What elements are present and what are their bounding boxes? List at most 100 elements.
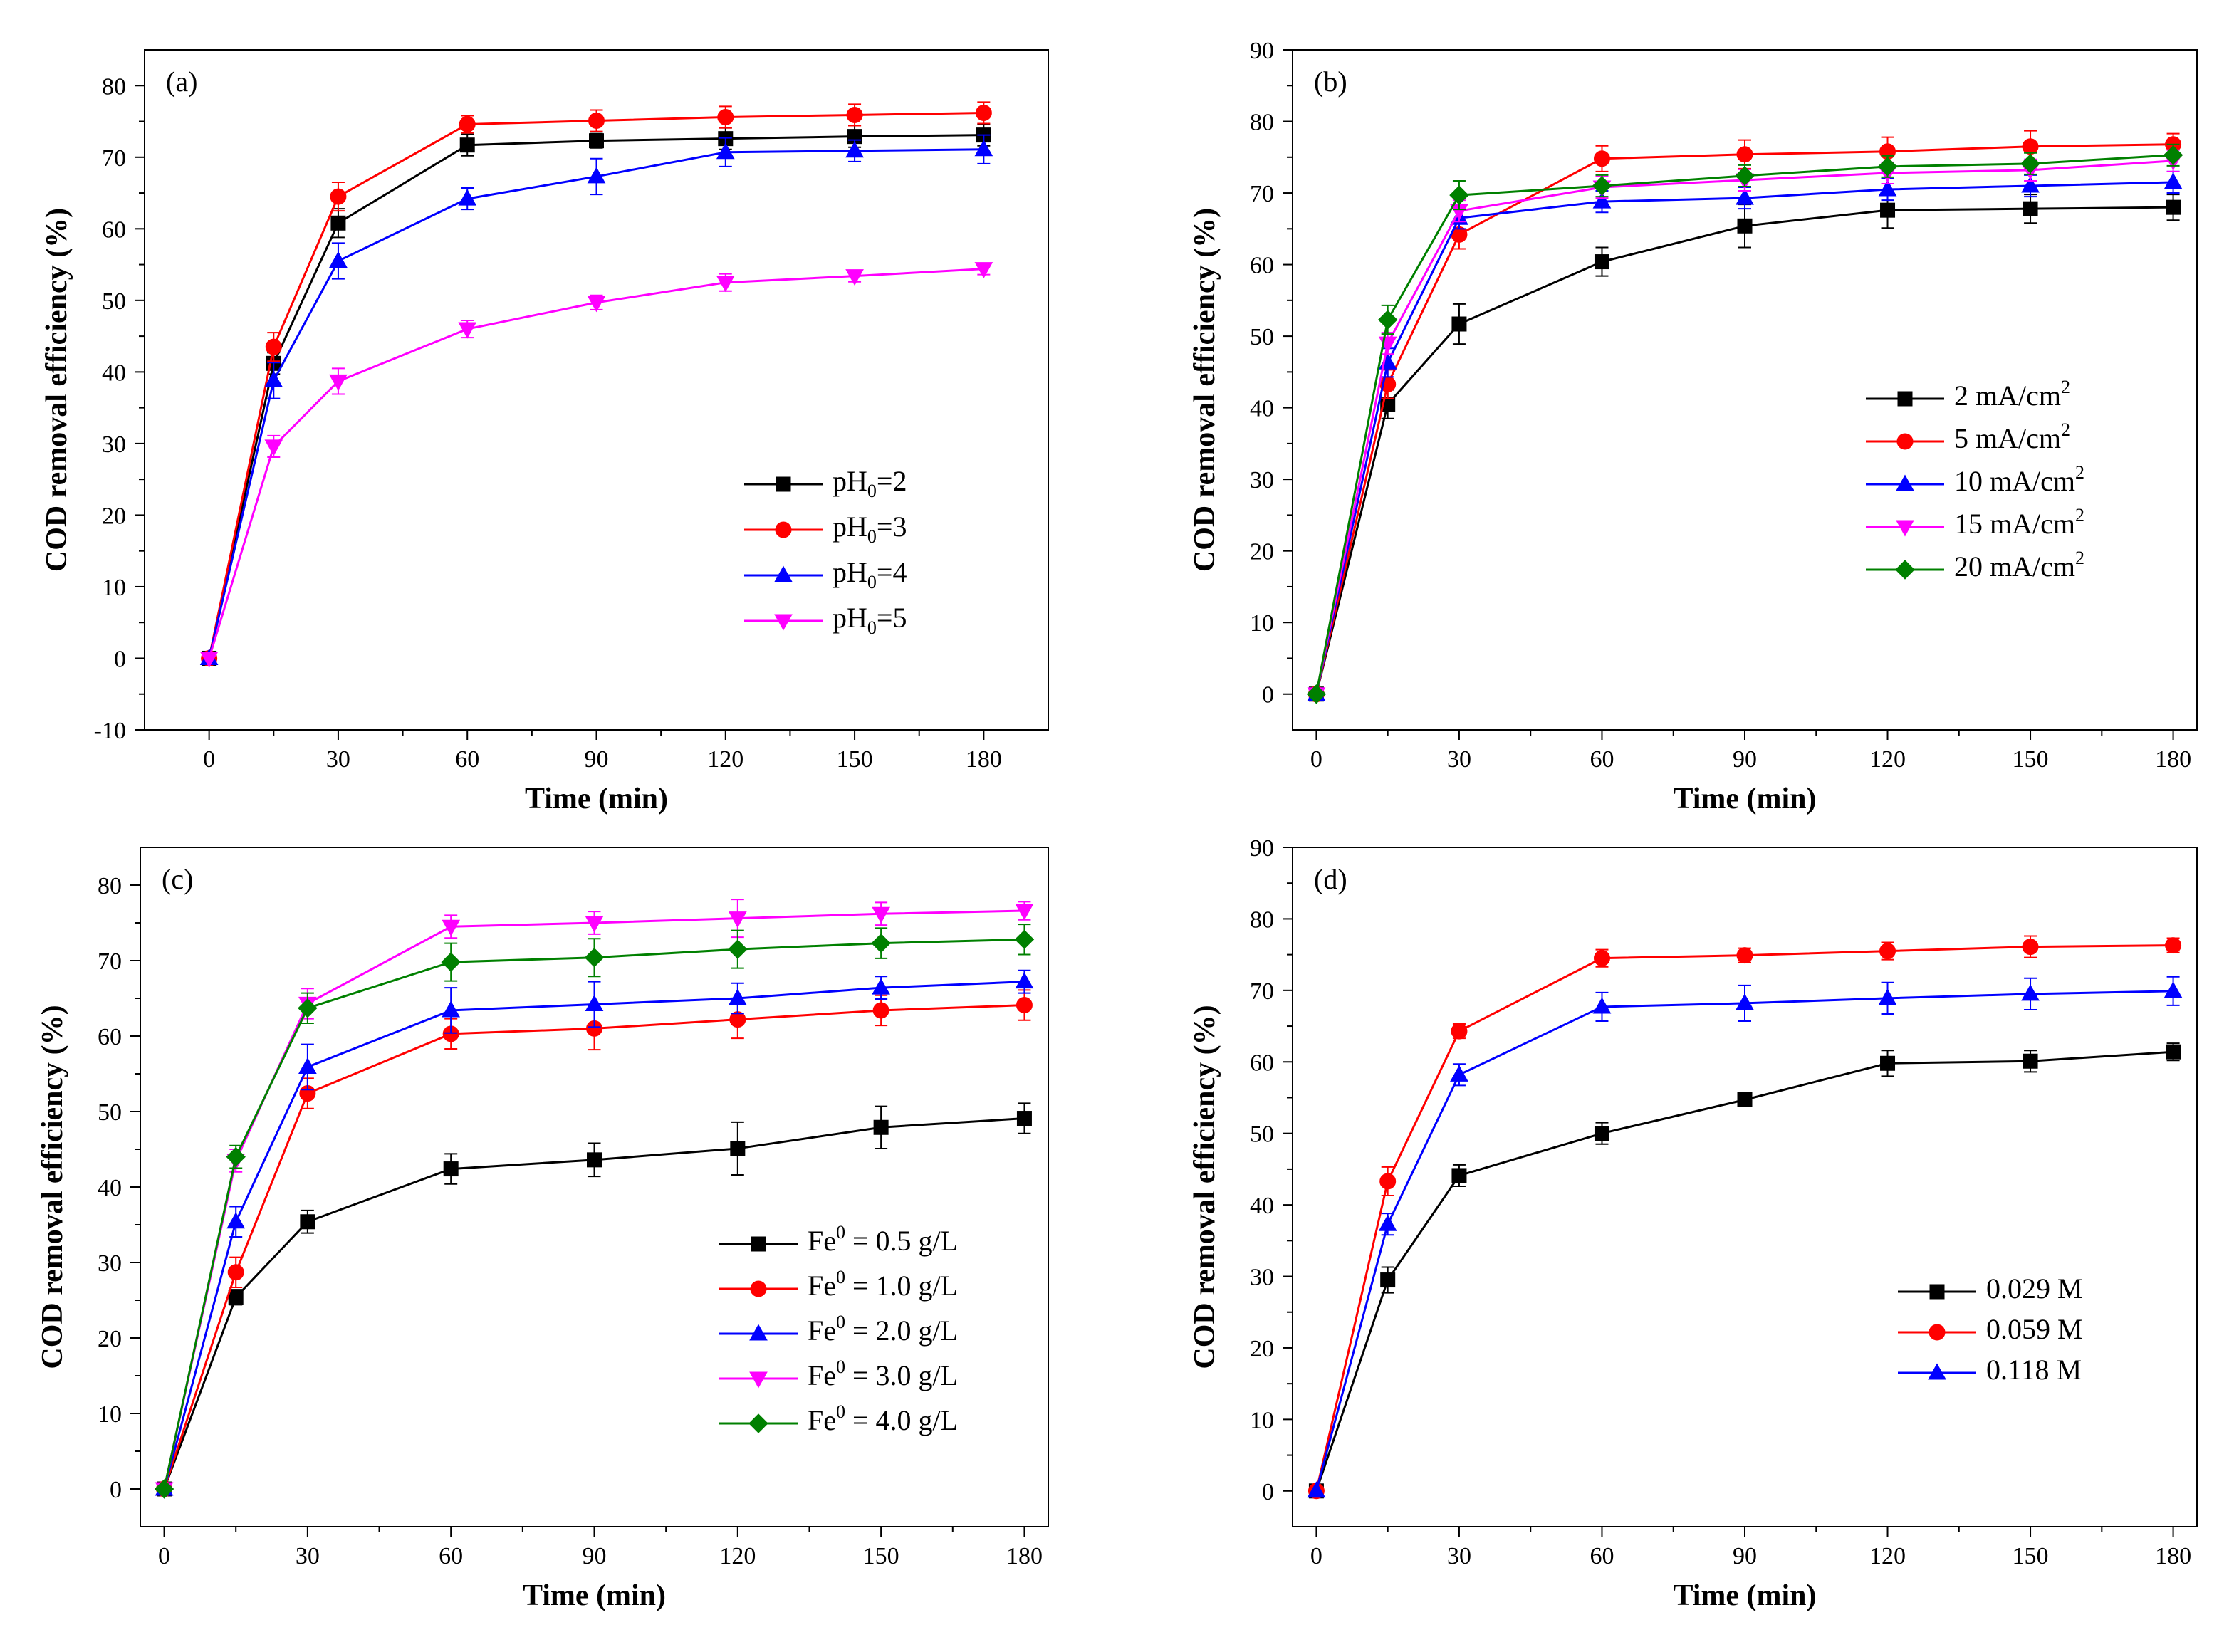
series-fe0-4-0-g-l [154, 924, 1035, 1499]
x-tick-label: 180 [1006, 1543, 1043, 1569]
plot-frame [144, 49, 1049, 731]
data-point [873, 1119, 889, 1135]
series-line [208, 148, 984, 659]
data-point [585, 994, 604, 1011]
data-point [458, 189, 477, 206]
series-line [163, 1117, 1025, 1490]
panel-label: (b) [1314, 66, 1347, 98]
legend-marker [1897, 391, 1913, 407]
y-tick-label: 70 [102, 145, 126, 172]
series-0-029-m [1308, 1042, 2181, 1499]
legend-item: pH0=3 [744, 511, 907, 547]
data-point [845, 141, 864, 158]
data-point [1736, 947, 1753, 964]
data-point [1880, 202, 1896, 218]
y-tick-label: 0 [1262, 1479, 1274, 1505]
data-point [845, 269, 864, 286]
legend-item: 10 mA/cm2 [1866, 462, 2084, 497]
legend-item: 15 mA/cm2 [1866, 505, 2084, 540]
legend-label: 15 mA/cm2 [1954, 505, 2084, 540]
legend-label: Fe0 = 3.0 g/L [808, 1356, 958, 1391]
data-point [226, 1146, 246, 1167]
x-tick-label: 0 [1310, 1543, 1322, 1569]
legend-item: 0.059 M [1898, 1313, 2083, 1345]
data-point [1593, 950, 1610, 967]
data-point [589, 133, 604, 149]
data-point [442, 919, 461, 936]
y-tick-label: 60 [1250, 1050, 1274, 1076]
legend-marker [1928, 1363, 1946, 1380]
legend-marker [748, 1413, 768, 1433]
series-line [1315, 944, 2173, 1492]
data-point [2023, 201, 2038, 216]
x-tick-label: 60 [1590, 1543, 1614, 1569]
data-point [2021, 984, 2040, 1001]
data-point [1016, 1111, 1032, 1126]
x-tick-label: 120 [1869, 1543, 1906, 1569]
data-point [443, 1161, 459, 1177]
series-0-118-m [1307, 976, 2183, 1498]
legend-marker [749, 1371, 768, 1389]
data-point [1737, 218, 1753, 234]
y-axis-title: COD removal efficiency (%) [1189, 208, 1221, 572]
data-point [1594, 1126, 1609, 1141]
legend-label: 2 mA/cm2 [1954, 377, 2070, 412]
data-point [226, 1212, 246, 1229]
data-point [330, 215, 346, 231]
data-point [974, 140, 993, 157]
data-point [872, 978, 890, 995]
y-tick-label: 70 [98, 948, 122, 975]
x-tick-label: 30 [1447, 746, 1471, 773]
legend-label: pH0=3 [833, 511, 907, 547]
y-tick-label: 20 [1250, 539, 1274, 565]
data-point [728, 988, 747, 1005]
legend-item: pH0=5 [744, 602, 907, 638]
data-point [872, 1002, 889, 1019]
legend-item: pH0=4 [744, 556, 907, 592]
data-point [298, 998, 318, 1018]
legend-marker [750, 1280, 767, 1297]
x-tick-label: 90 [1733, 1543, 1757, 1569]
y-tick-label: 40 [1250, 396, 1274, 422]
data-point [728, 911, 747, 929]
x-tick-label: 0 [1310, 746, 1322, 773]
x-axis-title: Time (min) [523, 1579, 666, 1612]
series-line [1315, 160, 2173, 695]
x-tick-label: 180 [2155, 1543, 2191, 1569]
series-line [1315, 1050, 2173, 1492]
x-tick-label: 120 [707, 746, 743, 773]
x-tick-label: 30 [1447, 1543, 1471, 1569]
data-point [587, 1152, 602, 1168]
legend-label: pH0=4 [833, 556, 907, 592]
data-point [199, 651, 219, 668]
series-20-ma-cm2 [1306, 143, 2183, 704]
legend-marker [775, 521, 792, 538]
data-point [1737, 1092, 1753, 1107]
data-point [329, 251, 348, 268]
legend-marker [1896, 474, 1914, 491]
legend-item: Fe0 = 2.0 g/L [719, 1312, 958, 1347]
data-point [1878, 179, 1897, 197]
series-fe0-2-0-g-l [155, 969, 1034, 1496]
data-point [1592, 997, 1612, 1014]
y-tick-label: 70 [1250, 181, 1274, 207]
x-tick-label: 120 [1869, 746, 1906, 773]
y-tick-label: 0 [114, 646, 126, 672]
legend-marker [1929, 1324, 1946, 1341]
series-line [208, 268, 984, 659]
series-0-059-m [1308, 935, 2182, 1500]
series-line [1315, 181, 2173, 695]
y-tick-label: 60 [98, 1024, 122, 1050]
y-tick-label: 0 [110, 1477, 122, 1503]
y-tick-label: 30 [102, 432, 126, 458]
legend-item: 20 mA/cm2 [1866, 548, 2084, 582]
y-tick-label: 50 [1250, 324, 1274, 350]
data-point [1736, 993, 1754, 1010]
y-tick-label: 90 [1250, 38, 1274, 64]
y-tick-label: 0 [1262, 682, 1274, 709]
data-point [264, 370, 283, 387]
legend-marker [1895, 560, 1915, 580]
data-point [298, 1057, 317, 1074]
x-tick-label: 90 [585, 746, 609, 773]
y-axis-title: COD removal efficiency (%) [41, 208, 73, 572]
